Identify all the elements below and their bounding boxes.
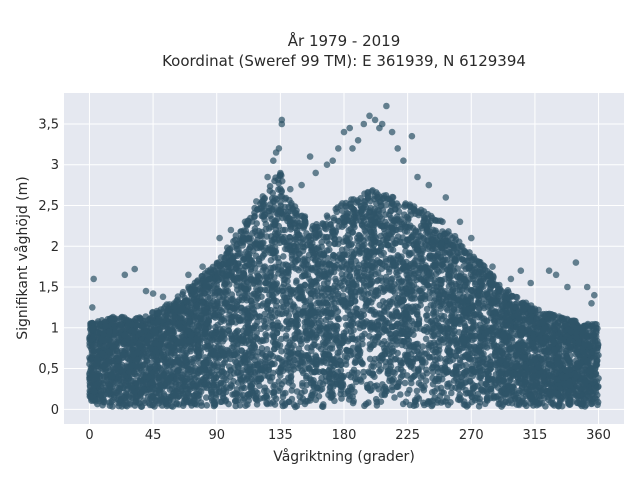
data-point: [343, 327, 350, 335]
data-point: [337, 390, 344, 398]
data-point: [335, 223, 343, 230]
data-point: [355, 274, 363, 282]
data-point: [507, 396, 515, 404]
data-point: [217, 398, 224, 406]
data-point: [269, 369, 277, 377]
data-point: [387, 208, 394, 215]
data-point: [266, 183, 274, 190]
data-point: [271, 230, 279, 237]
data-point: [431, 332, 438, 340]
data-point: [452, 352, 460, 360]
data-point: [299, 379, 306, 387]
data-point: [241, 294, 248, 302]
data-point: [230, 370, 238, 377]
data-point: [434, 255, 442, 263]
data-point: [413, 387, 421, 395]
data-point: [252, 322, 260, 330]
data-point: [475, 403, 483, 410]
data-point: [263, 233, 271, 240]
data-point: [507, 328, 514, 336]
data-point: [323, 212, 331, 219]
data-point: [322, 225, 330, 233]
data-point: [279, 358, 286, 366]
data-point: [422, 312, 430, 320]
data-point: [279, 325, 286, 332]
data-points: [86, 102, 602, 411]
data-point: [289, 382, 296, 390]
data-point: [312, 396, 320, 404]
data-point: [450, 337, 458, 344]
data-point: [313, 221, 320, 228]
data-point: [463, 403, 471, 410]
data-point: [422, 335, 430, 343]
data-point: [262, 331, 269, 338]
data-point: [253, 220, 260, 227]
data-point: [460, 262, 467, 270]
data-point: [263, 393, 270, 400]
data-point: [374, 291, 382, 298]
data-point: [146, 401, 154, 409]
data-point: [275, 378, 283, 385]
data-point: [261, 384, 269, 392]
data-point: [360, 368, 368, 376]
data-point: [397, 391, 404, 398]
data-point: [293, 279, 300, 286]
data-point: [340, 285, 348, 293]
data-point: [429, 374, 436, 382]
data-point: [388, 383, 396, 391]
data-point: [376, 301, 384, 309]
data-point: [280, 253, 287, 260]
data-point: [350, 326, 357, 334]
data-point: [203, 394, 210, 401]
data-point: [287, 369, 295, 376]
data-point: [448, 389, 455, 397]
data-point: [261, 310, 269, 318]
data-point: [367, 197, 374, 205]
data-point: [267, 257, 275, 264]
data-point: [299, 235, 307, 242]
data-point: [354, 197, 361, 204]
data-point: [428, 389, 436, 396]
data-point: [435, 377, 442, 385]
data-point: [466, 249, 473, 256]
data-point: [362, 302, 370, 310]
data-point: [334, 315, 342, 323]
data-point: [225, 363, 233, 370]
data-point: [401, 379, 409, 387]
data-point: [241, 384, 248, 392]
data-point: [281, 226, 289, 234]
data-point: [354, 305, 361, 313]
data-point: [307, 300, 315, 308]
data-point: [369, 235, 377, 242]
data-point: [331, 397, 338, 405]
data-point: [411, 295, 419, 302]
data-point: [277, 202, 285, 209]
data-point: [271, 401, 279, 408]
data-point: [431, 297, 438, 305]
data-point: [423, 305, 431, 313]
data-point: [269, 389, 276, 396]
data-point: [497, 311, 505, 319]
data-point: [436, 355, 444, 362]
data-point: [342, 361, 350, 368]
